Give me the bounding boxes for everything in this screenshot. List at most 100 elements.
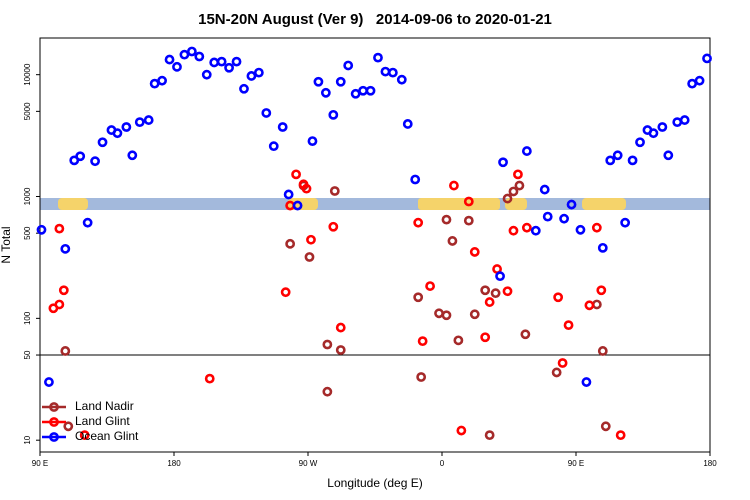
point [575,224,586,235]
x-tick-label: 90 E [568,459,584,468]
point [679,115,690,125]
point [149,78,160,89]
point [648,128,659,139]
y-axis-label: N Total [0,226,13,263]
point [672,117,683,128]
point [224,62,234,73]
point [343,60,354,71]
point [283,189,294,200]
point [277,122,288,132]
point [563,320,574,331]
point [194,51,205,62]
point [112,128,123,139]
legend-marker [49,432,59,442]
point [591,299,602,310]
legend-label: Ocean Glint [75,429,139,443]
point [615,430,626,441]
point [521,146,532,156]
point [627,155,638,166]
point [36,224,47,235]
point [447,236,458,246]
point [559,213,569,224]
point [380,66,391,77]
point [484,430,495,441]
point [600,421,611,432]
point [328,221,339,232]
point [157,75,167,86]
x-tick-label: 180 [703,459,717,468]
chart-title: 15N-20N August (Ver 9) 2014-09-06 to 202… [198,11,552,28]
point [581,377,592,387]
point [79,430,90,441]
x-tick-label: 90 E [32,459,48,468]
point [306,234,316,245]
land-mask-strip [40,198,710,210]
point [456,425,467,436]
point [44,377,54,387]
point [508,186,519,197]
point [508,225,519,236]
point [402,119,413,129]
point [484,297,495,307]
point [90,156,100,167]
point [313,76,324,87]
plot-frame [39,37,711,453]
point [490,288,501,299]
point [542,211,553,222]
point [307,136,318,146]
point [60,243,71,254]
point [498,157,508,168]
point [591,222,602,233]
point [663,150,674,161]
point [322,386,333,397]
point [335,345,346,355]
point [239,83,249,94]
point [285,238,296,249]
x-tick-label: 90 W [299,459,318,468]
point [127,150,138,161]
point [292,200,303,211]
point [425,281,435,291]
point [416,372,427,382]
point [209,57,220,68]
point [186,46,197,57]
point [335,76,346,87]
point [63,421,74,432]
point [694,75,705,86]
point [97,137,108,148]
point [502,286,513,297]
point [335,322,346,333]
point [231,56,242,67]
point [121,122,132,132]
x-axis-label: Longitude (deg E) [327,476,422,490]
point [551,367,562,378]
y-tick-label: 50 [23,350,32,359]
point [246,71,257,81]
point [134,117,145,128]
x-tick-label: 180 [167,459,181,468]
point [280,287,291,298]
point [530,225,541,236]
point [557,358,568,368]
point [75,151,86,162]
point [396,74,407,85]
point [410,174,421,185]
point [596,285,607,296]
legend-label: Land Glint [75,414,130,428]
y-tick-label: 5000 [23,102,32,120]
point [480,285,491,296]
point [387,67,398,78]
point [291,169,301,180]
point [597,242,608,253]
point [597,346,608,356]
point [453,335,464,346]
point [441,214,452,225]
point [513,169,523,180]
point [253,67,264,78]
point [449,180,459,191]
point [539,184,550,195]
point [566,199,577,210]
point [54,223,65,234]
point [441,310,452,321]
point [328,109,339,120]
